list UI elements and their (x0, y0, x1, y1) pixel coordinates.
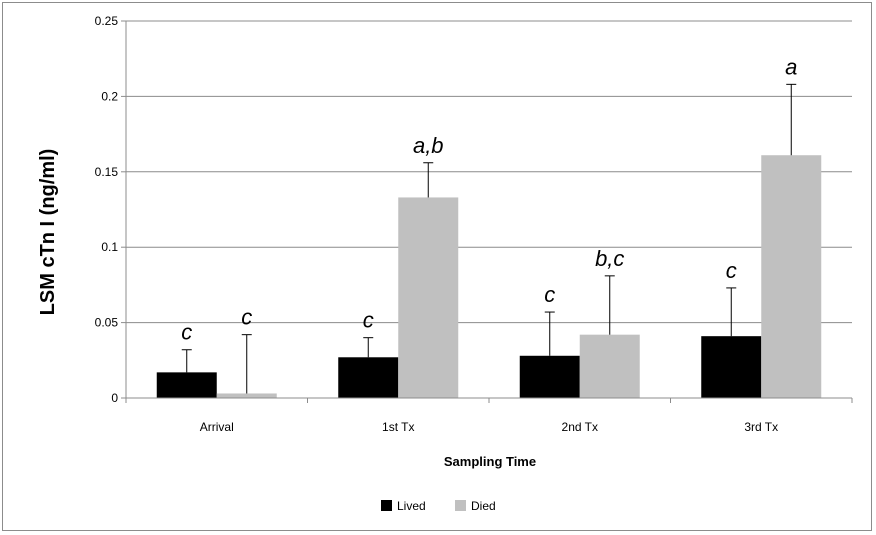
y-tick-label: 0 (111, 391, 118, 405)
significance-letter: a,b (413, 133, 444, 158)
x-axis-title: Sampling Time (444, 454, 536, 469)
y-tick-label: 0.25 (95, 14, 119, 28)
y-axis-ticks: 0 0.05 0.1 0.15 0.2 0.25 (95, 14, 126, 405)
x-tick-label: Arrival (200, 420, 234, 434)
legend-swatch-died (455, 500, 466, 511)
y-tick-label: 0.05 (95, 316, 119, 330)
significance-letter: c (363, 308, 374, 333)
bars (156, 155, 822, 398)
error-bars (181, 83, 797, 394)
significance-letter: c (181, 320, 192, 345)
y-axis-title: LSM cTn I (ng/ml) (37, 149, 59, 316)
significance-letter: c (726, 258, 737, 283)
legend-label-died: Died (471, 499, 496, 513)
significance-letters: c c c c c a,b b,c a (181, 54, 797, 344)
legend-swatch-lived (381, 500, 392, 511)
significance-letter: b,c (595, 246, 624, 271)
legend-label-lived: Lived (397, 499, 426, 513)
significance-letter: c (241, 305, 252, 330)
legend: Lived Died (381, 499, 496, 513)
y-tick-label: 0.2 (101, 89, 118, 103)
x-tick-label: 2nd Tx (562, 420, 598, 434)
y-tick-label: 0.1 (101, 240, 118, 254)
bar-lived (338, 357, 399, 398)
y-tick-label: 0.15 (95, 165, 119, 179)
bar-died (579, 334, 640, 398)
bar-lived (701, 336, 762, 398)
x-tick-label: 1st Tx (382, 420, 414, 434)
bar-died (216, 393, 277, 398)
significance-letter: a (785, 54, 797, 79)
bar-died (398, 197, 459, 398)
bar-lived (156, 372, 217, 398)
x-axis-ticks: Arrival 1st Tx 2nd Tx 3rd Tx (125, 398, 853, 434)
gridlines (126, 20, 852, 324)
significance-letter: c (544, 282, 555, 307)
bar-lived (519, 355, 580, 398)
x-tick-label: 3rd Tx (744, 420, 778, 434)
bar-died (761, 155, 822, 398)
